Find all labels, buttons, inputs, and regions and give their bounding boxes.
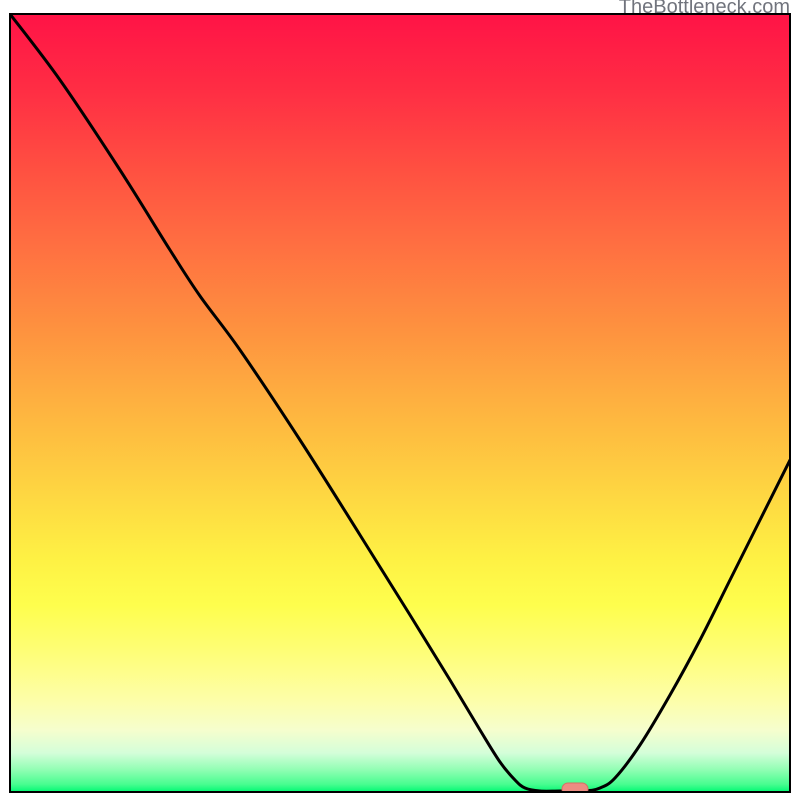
optimal-marker [562, 783, 588, 795]
gradient-background [10, 14, 790, 792]
watermark-label: TheBottleneck.com [619, 0, 790, 19]
chart-container: TheBottleneck.com [0, 0, 800, 800]
bottleneck-curve-chart [0, 0, 800, 800]
